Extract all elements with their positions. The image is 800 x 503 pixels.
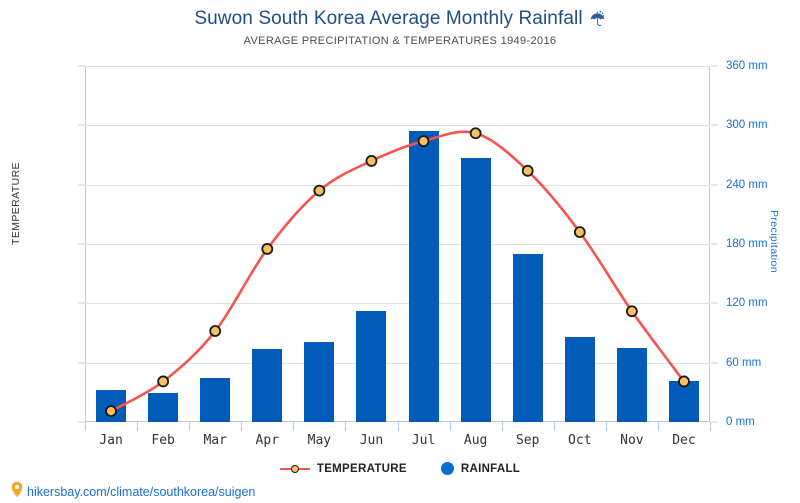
temperature-point[interactable]: Sep: 25.4 °C [521,164,534,177]
right-axis-tick-label: 300 mm [726,119,768,132]
left-axis-tickmark [78,65,85,67]
rainfall-bar[interactable] [252,348,283,422]
x-axis-tickmark [605,422,607,431]
left-axis-tickmark [78,302,85,304]
map-pin-icon [10,481,24,503]
x-axis-tickmark [293,422,295,431]
rainfall-bar[interactable] [616,347,647,422]
right-axis-tickmark [711,65,718,67]
temperature-point[interactable]: Jun: 26.4 °C [365,155,378,167]
x-axis-tickmark [710,422,711,431]
x-axis-tickmark [345,422,347,431]
temperature-series: Jan: 1.1 °C Feb: 4.1 °C Mar: 9.2 °C Apr: 17… [105,127,690,418]
x-axis-label: Oct [568,433,592,448]
rainfall-bar[interactable] [668,381,699,422]
right-axis-tickmark [711,302,718,304]
left-axis-tickmark [78,243,85,245]
rainfall-bar[interactable] [460,157,491,422]
right-axis-tick-label: 240 mm [726,178,768,191]
x-axis-tickmark [501,422,503,431]
x-axis-tickmark [85,422,86,431]
source-footer[interactable]: hikersbay.com/climate/southkorea/suigen [10,481,255,503]
legend-label-rainfall: RAINFALL [460,462,521,475]
temperature-marker-icon [279,463,310,475]
x-axis-label: Feb [151,433,175,448]
x-axis-tickmark [553,422,555,431]
temperature-point[interactable]: Dec: 4.1 °C [678,375,690,388]
x-axis-label: Nov [620,433,644,448]
rainfall-bar[interactable] [512,253,543,422]
rainfall-bar[interactable] [356,311,387,422]
right-axis-tick-label: 120 mm [726,297,768,310]
x-axis-label: Jan [99,433,123,448]
legend-item-temperature[interactable]: TEMPERATURE [279,462,407,475]
temperature-point[interactable]: Nov: 11.2 °C [625,305,638,318]
gridline [85,184,710,186]
legend-item-rainfall[interactable]: RAINFALL [440,462,521,475]
x-axis-tickmark [137,422,139,431]
x-axis-baseline [85,421,710,422]
rainfall-bar[interactable] [564,336,595,422]
x-axis-label: Mar [203,433,227,448]
gridline [85,244,710,245]
legend-label-temperature: TEMPERATURE [316,462,407,475]
right-axis-title: Precipitation [768,210,780,273]
right-axis-tickmark [711,421,718,423]
rainfall-marker-icon [440,462,454,475]
temperature-point[interactable]: Apr: 17.5 °C [261,243,274,255]
right-axis-tick-label: 360 mm [726,60,768,72]
right-axis-tick-label: 180 mm [726,238,768,250]
temperature-point[interactable]: Jan: 1.1 °C [105,405,117,418]
rainfall-bar[interactable] [148,393,179,422]
x-axis-label: Apr [255,433,280,448]
source-url[interactable]: hikersbay.com/climate/southkorea/suigen [27,485,256,499]
gridline [85,66,710,67]
right-axis-tick-label: 60 mm [726,356,762,369]
x-axis-tickmark [397,422,399,431]
temperature-point[interactable]: Feb: 4.1 °C [157,375,170,388]
x-axis-label: Jul [411,433,436,448]
right-axis-tickmark [711,184,718,186]
gridline [85,303,710,305]
left-axis-tickmark [78,362,85,364]
temperature-point[interactable]: Aug: 29.2 °C [469,127,482,140]
temperature-line [109,130,686,413]
chart-title: Suwon South Korea Average Monthly Rainfa… [0,8,800,33]
x-axis-tickmark [657,422,659,431]
x-axis-label: May [307,433,332,448]
temperature-point[interactable]: Jul: 28.4 °C [417,135,430,148]
umbrella-rain-icon [589,10,606,33]
x-axis-label: Sep [515,433,540,448]
chart-title-text: Suwon South Korea Average Monthly Rainfa… [194,8,583,29]
x-axis-tickmark [449,422,451,431]
right-axis-tick-label: 0 mm [726,416,755,428]
plot-area: Jan: 1.1 °C Feb: 4.1 °C Mar: 9.2 °C Apr: 17… [85,66,710,422]
chart-legend: TEMPERATURE RAINFALL [0,462,800,475]
left-axis-tickmark [78,124,85,126]
x-axis-tickmark [189,422,191,431]
rainfall-bar[interactable] [200,377,231,422]
gridline [85,125,710,127]
rainfall-bar[interactable] [304,341,335,422]
temperature-point[interactable]: Oct: 19.2 °C [573,226,586,239]
x-axis-tickmark [241,422,243,431]
gridline [85,362,710,364]
right-axis-tickmark [711,124,718,126]
right-axis-tickmark [711,362,718,364]
left-axis-title: TEMPERATURE [10,162,22,245]
left-axis-tickmark [78,421,85,423]
right-axis-tickmark [711,243,718,245]
temperature-point[interactable]: Mar: 9.2 °C [209,325,222,337]
chart-subtitle: AVERAGE PRECIPITATION & TEMPERATURES 194… [243,35,557,47]
temperature-point[interactable]: May: 23.4 °C [313,184,326,197]
left-axis-tickmark [78,184,85,186]
x-axis-label: Dec [672,433,696,448]
x-axis-label: Aug [463,433,488,448]
x-axis-label: Jun [359,433,384,448]
rainfall-bar[interactable] [408,131,439,422]
